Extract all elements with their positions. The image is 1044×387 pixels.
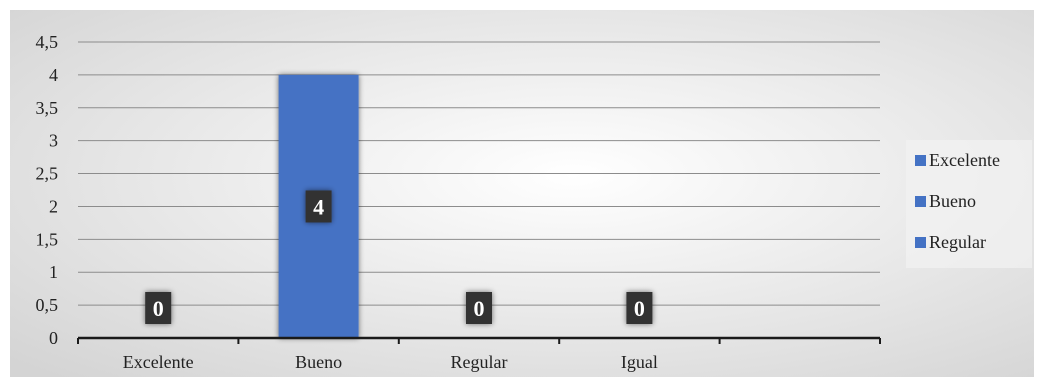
x-tick-label: Igual [621,352,658,372]
x-axis-tick-labels: Excelente Bueno Regular Igual [123,352,658,372]
data-label-box [466,292,492,324]
data-label-box [145,292,172,324]
legend-box [906,140,1032,268]
data-label: 0 [626,292,653,324]
data-label: 0 [466,292,492,324]
y-tick-label: 2,5 [36,164,59,184]
y-tick-label: 0,5 [36,295,59,315]
legend-entry: Regular [929,232,986,252]
x-axis [77,336,881,344]
data-label-text: 0 [634,296,645,321]
data-labels: 0 4 0 0 [145,190,653,324]
legend-entry: Bueno [929,191,976,211]
y-tick-label: 4 [49,65,58,85]
x-tick-label: Excelente [123,352,194,372]
data-label-text: 0 [474,296,485,321]
y-tick-label: 4,5 [36,32,59,52]
data-label-box [305,190,332,223]
y-tick-label: 3,5 [36,98,59,118]
x-tick-label: Regular [451,352,508,372]
data-label-box [626,292,653,324]
data-label-text: 0 [153,296,164,321]
gridlines [78,41,880,306]
bar-chart: 0 0,5 1 1,5 2 2,5 3 3,5 4 4,5 Excelente Bueno Regul… [10,10,1034,377]
legend-swatch [915,155,926,166]
y-tick-label: 2 [49,196,58,216]
y-tick-label: 3 [49,131,58,151]
legend-swatch [915,237,926,248]
data-label: 4 [305,190,332,223]
legend-swatch [915,196,926,207]
y-tick-label: 0 [49,328,58,348]
data-label-text: 4 [313,194,324,219]
chart-container: 0 0,5 1 1,5 2 2,5 3 3,5 4 4,5 Excelente Bueno Regul… [10,10,1034,377]
y-tick-label: 1 [49,262,58,282]
x-tick-label: Bueno [295,352,342,372]
y-tick-label: 1,5 [36,229,59,249]
legend-entry: Excelente [929,150,1000,170]
data-label: 0 [145,292,172,324]
legend: Excelente Bueno Regular [906,140,1032,268]
y-axis-tick-labels: 0 0,5 1 1,5 2 2,5 3 3,5 4 4,5 [36,32,59,348]
chart-background [10,10,1034,377]
